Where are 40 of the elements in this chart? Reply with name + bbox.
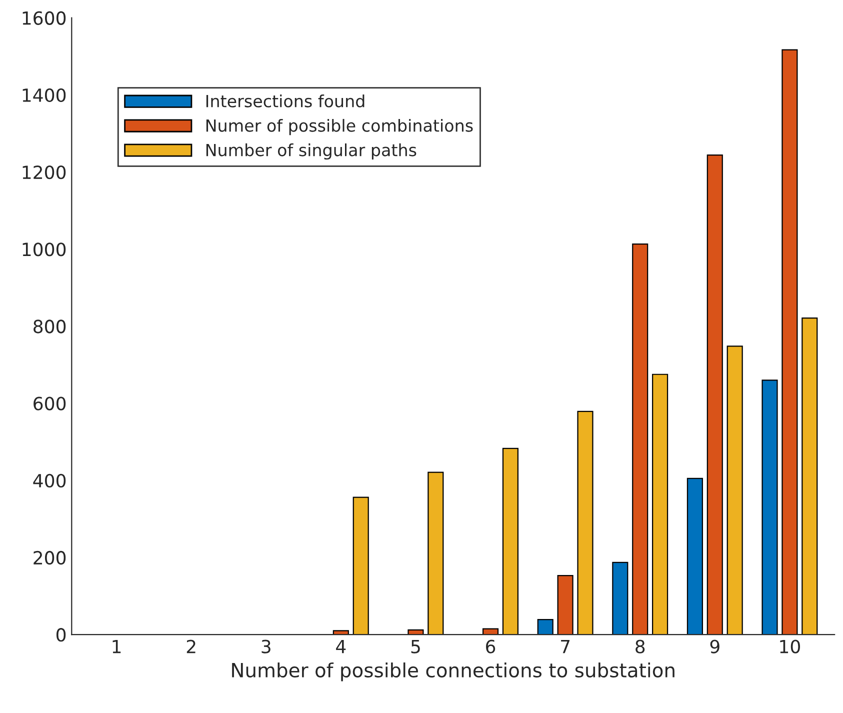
x-axis-title: Number of possible connections to substation <box>232 662 674 682</box>
bar <box>686 478 703 635</box>
bar <box>537 618 554 635</box>
x-tick-label: 3 <box>262 640 270 654</box>
bar <box>802 318 818 635</box>
y-tick-label: 1200 <box>22 165 66 180</box>
x-tick-label: 1 <box>112 640 121 654</box>
x-tick-label: 10 <box>780 640 800 654</box>
x-tick-label: 7 <box>561 640 570 654</box>
y-tick-label: 1400 <box>22 88 66 102</box>
legend-label: Number of singular paths <box>206 143 416 160</box>
x-tick-label: 9 <box>710 640 720 654</box>
y-tick-label: 600 <box>34 396 66 410</box>
bar <box>652 374 668 635</box>
y-tick-label: 800 <box>34 320 66 334</box>
y-tick-label: 1000 <box>22 242 66 256</box>
bar <box>577 410 594 635</box>
y-tick-label: 1600 <box>22 11 66 25</box>
legend-label: Numer of possible combinations <box>206 118 473 136</box>
y-tick-label: 200 <box>34 550 66 565</box>
bar <box>557 575 574 635</box>
bar <box>706 154 723 635</box>
bar <box>632 244 648 635</box>
legend-label: Intersections found <box>206 94 364 108</box>
x-tick-label: 5 <box>411 640 420 654</box>
bar <box>726 346 743 635</box>
bar <box>332 630 349 635</box>
x-tick-label: 8 <box>636 640 645 654</box>
bar <box>782 49 798 635</box>
x-tick-label: 6 <box>486 640 496 654</box>
y-tick-label: 400 <box>33 474 66 488</box>
bar <box>502 448 518 635</box>
bar <box>762 380 778 635</box>
bar <box>612 562 628 635</box>
y-tick-label: 0 <box>56 628 66 642</box>
x-tick-label: 4 <box>336 640 346 654</box>
x-tick-label: 2 <box>186 640 196 654</box>
bar <box>482 628 499 635</box>
bar <box>352 496 369 635</box>
bar <box>428 472 444 635</box>
